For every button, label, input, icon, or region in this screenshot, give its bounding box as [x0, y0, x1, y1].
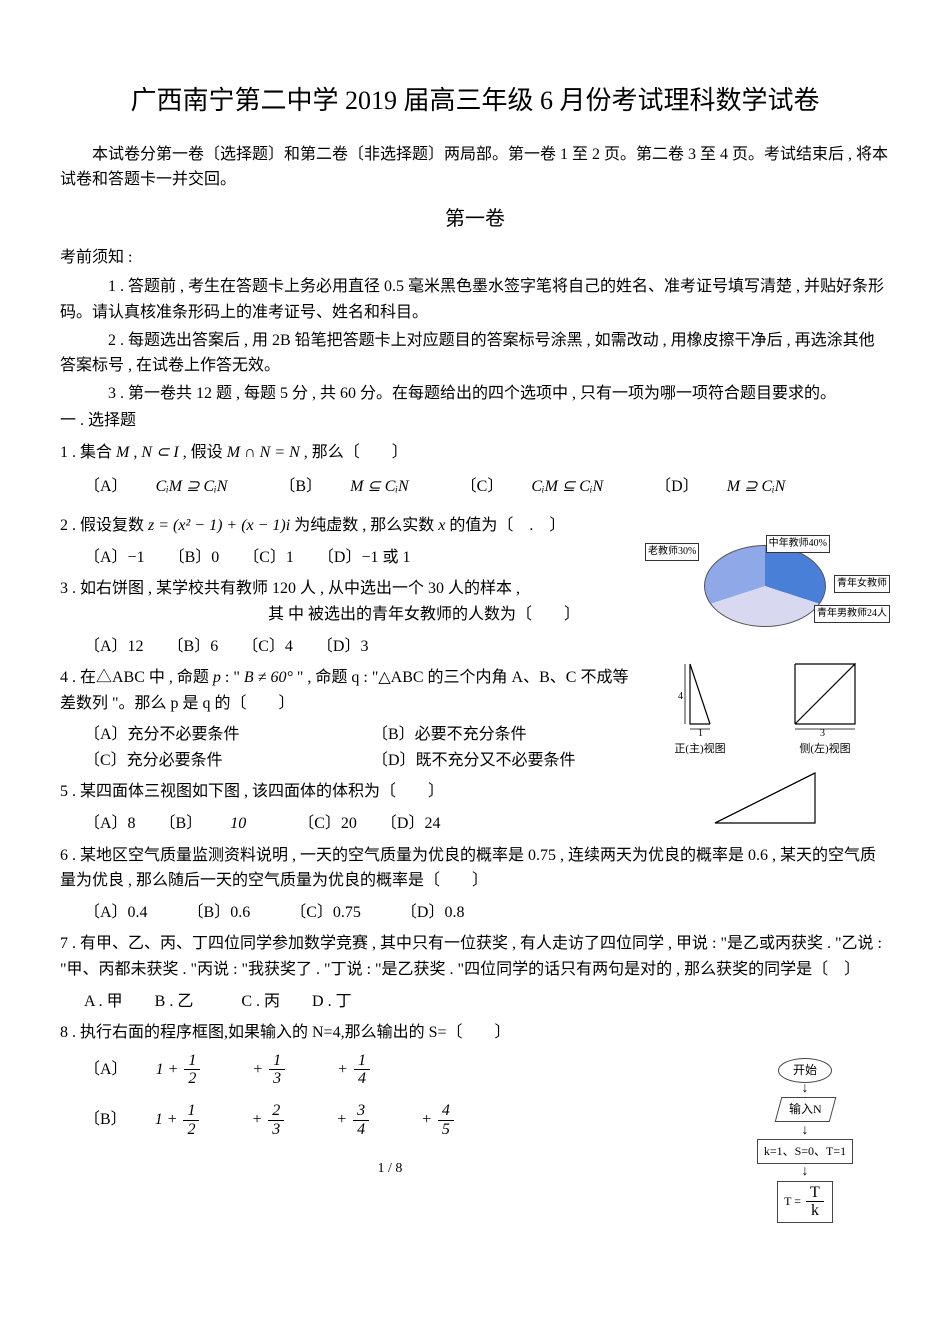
flow-start: 开始 — [778, 1058, 832, 1083]
svg-text:3: 3 — [820, 728, 825, 739]
pie-graphic — [704, 545, 826, 627]
q4-cond: B ≠ 60° — [244, 669, 293, 686]
q1-set-expr: M , N ⊂ I — [116, 444, 179, 461]
front-view-svg: 4 1 — [660, 659, 740, 739]
q2-expr: z = (x² − 1) + (x − 1)i — [148, 517, 290, 534]
arrow-down-icon: ↓ — [720, 1168, 890, 1176]
pie-label-mid: 中年教师40% — [766, 535, 830, 553]
svg-text:4: 4 — [678, 691, 683, 702]
q2-stem-a: 2 . 假设复数 — [60, 517, 148, 534]
question-8: 8 . 执行右面的程序框图,如果输入的 N=4,那么输出的 S=〔 〕 — [60, 1020, 890, 1046]
q1-options: 〔A〕 CᵢM ⊇ CᵢN 〔B〕 M ⊆ CᵢN 〔C〕 CᵢM ⊆ CᵢN … — [84, 474, 890, 500]
section1-title: 第一卷 — [60, 203, 890, 235]
q8-optB-label: 〔B〕 — [84, 1111, 127, 1128]
q1-stem-b: , 假设 — [183, 444, 223, 461]
pie-chart: 老教师30% 中年教师40% 青年女教师 青年男教师24人 — [640, 535, 890, 637]
pie-label-young-female: 青年女教师 — [834, 575, 890, 593]
page-title: 广西南宁第二中学 2019 届高三年级 6 月份考试理科数学试卷 — [60, 80, 890, 122]
q4-optA: 〔A〕充分不必要条件 — [84, 722, 344, 748]
q5-opts-b: 〔C〕20 〔D〕24 — [274, 815, 440, 832]
q4-optD: 〔D〕既不充分又不必要条件 — [372, 752, 576, 769]
q1-optB: M ⊆ CᵢN — [350, 478, 409, 495]
arrow-down-icon: ↓ — [720, 1085, 890, 1093]
q4-p: p — [213, 669, 221, 686]
preface-item-1: 1 . 答题前 , 考生在答题卡上务必用直径 0.5 毫米黑色墨水签字笔将自己的… — [60, 274, 890, 325]
flow-assign-num: T — [806, 1184, 824, 1203]
three-views: 4 1 正(主)视图 3 侧(左)视图 — [640, 659, 890, 833]
q4-optC: 〔C〕充分必要条件 — [84, 748, 344, 774]
part1-label: 一 . 选择题 — [60, 408, 890, 434]
q5-optB-val: 10 — [230, 815, 246, 832]
pie-label-young-male: 青年男教师24人 — [814, 605, 890, 623]
q1-optD-label: 〔D〕 — [655, 478, 699, 495]
q2-var: x — [438, 517, 445, 534]
q1-stem-c: , 那么〔 〕 — [304, 444, 408, 461]
q1-optA: CᵢM ⊇ CᵢN — [156, 478, 228, 495]
q1-optB-label: 〔B〕 — [279, 478, 322, 495]
side-view-label: 侧(左)视图 — [780, 741, 870, 759]
preface-item-2: 2 . 每题选出答案后 , 用 2B 铅笔把答题卡上对应题目的答案标号涂黑 , … — [60, 328, 890, 379]
preface-item-3: 3 . 第一卷共 12 题 , 每题 5 分 , 共 60 分。在每题给出的四个… — [60, 381, 890, 407]
flow-assign-den: k — [806, 1202, 824, 1220]
q4-stem-a: 4 . 在△ABC 中 , 命题 — [60, 669, 213, 686]
q2-stem-b: 为纯虚数 , 那么实数 — [294, 517, 438, 534]
q7-options: A . 甲 B . 乙 C . 丙 D . 丁 — [84, 989, 890, 1015]
svg-text:1: 1 — [698, 728, 703, 739]
question-6: 6 . 某地区空气质量监测资料说明 , 一天的空气质量为优良的概率是 0.75 … — [60, 843, 890, 894]
q1-stem-a: 1 . 集合 — [60, 444, 112, 461]
front-view-label: 正(主)视图 — [660, 741, 740, 759]
q6-options: 〔A〕0.4 〔B〕0.6 〔C〕0.75 〔D〕0.8 — [84, 900, 890, 926]
top-view-svg — [705, 763, 825, 833]
preface-label: 考前须知 : — [60, 245, 890, 271]
q1-optD: M ⊇ CᵢN — [727, 478, 786, 495]
intro-paragraph: 本试卷分第一卷〔选择题〕和第二卷〔非选择题〕两局部。第一卷 1 至 2 页。第二… — [60, 142, 890, 193]
q4-stem-b: : " — [225, 669, 240, 686]
flow-assign: T = Tk — [777, 1181, 833, 1223]
flow-init: k=1、S=0、T=1 — [757, 1139, 853, 1164]
q4-optB: 〔B〕必要不充分条件 — [372, 726, 527, 743]
q2-stem-c: 的值为〔 . 〕 — [449, 517, 565, 534]
q1-optC-label: 〔C〕 — [461, 478, 504, 495]
q5-opts-a: 〔A〕8 〔B〕 — [84, 815, 202, 832]
question-1: 1 . 集合 M , N ⊂ I , 假设 M ∩ N = N , 那么〔 〕 — [60, 440, 890, 466]
side-view-svg: 3 — [780, 659, 870, 739]
q1-optC: CᵢM ⊆ CᵢN — [531, 478, 603, 495]
arrow-down-icon: ↓ — [720, 1127, 890, 1135]
q1-cond-expr: M ∩ N = N — [227, 444, 300, 461]
question-7: 7 . 有甲、乙、丙、丁四位同学参加数学竞赛 , 其中只有一位获奖 , 有人走访… — [60, 931, 890, 982]
q8-optA-label: 〔A〕 — [84, 1061, 128, 1078]
flow-assign-pre: T = — [784, 1193, 804, 1207]
q1-optA-label: 〔A〕 — [84, 478, 128, 495]
flowchart: 开始 ↓ 输入N ↓ k=1、S=0、T=1 ↓ T = Tk — [720, 1056, 890, 1227]
flow-input: 输入N — [774, 1097, 835, 1122]
pie-label-old: 老教师30% — [645, 543, 699, 561]
q3-options: 〔A〕12 〔B〕6 〔C〕4 〔D〕3 — [84, 634, 890, 660]
